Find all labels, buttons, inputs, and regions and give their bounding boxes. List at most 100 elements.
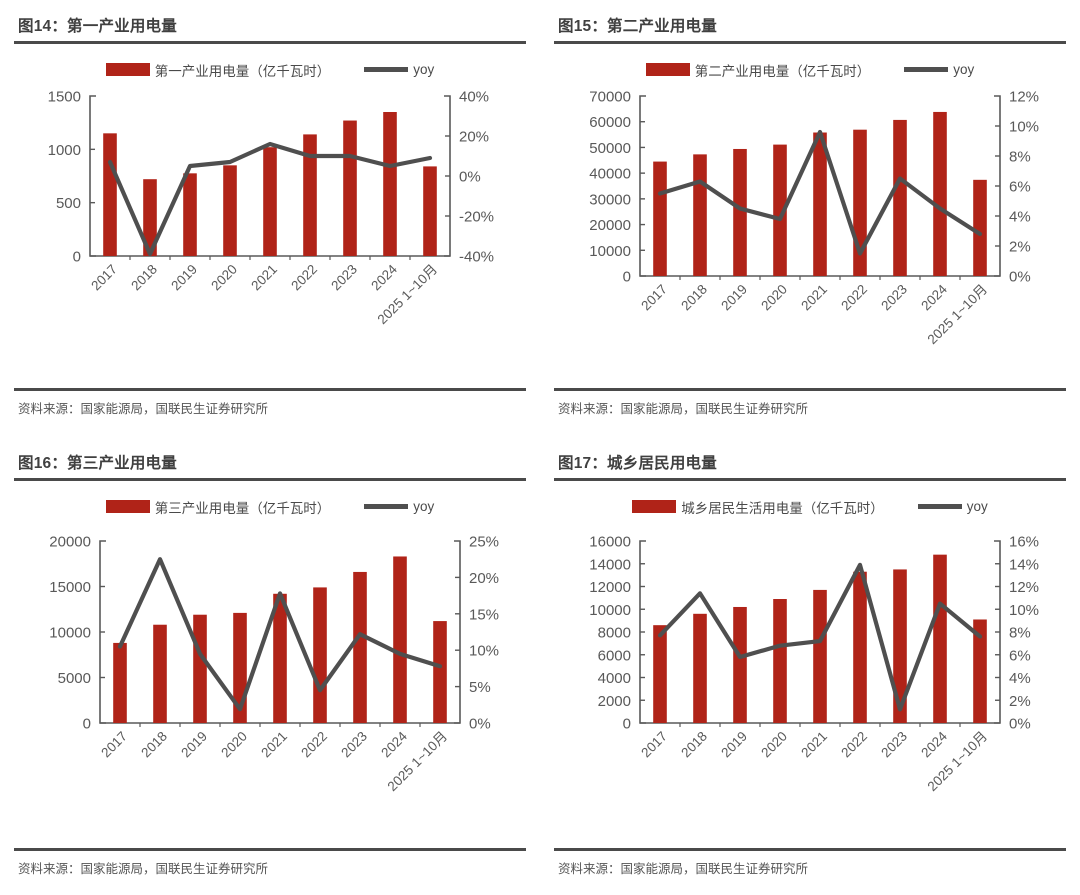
bar (853, 571, 867, 723)
chart-canvas-fig14: 0 500 1000 1500 -40% -20% 0% 20% 40% 2017 2018 2019… (48, 88, 494, 327)
x-axis-label: 2024 (368, 261, 400, 293)
line-swatch-icon (364, 504, 409, 509)
svg-text:0: 0 (73, 248, 81, 265)
bar (893, 568, 907, 723)
svg-text:14%: 14% (1009, 556, 1039, 573)
svg-text:25%: 25% (469, 533, 499, 550)
bar (813, 589, 827, 723)
yoy-line (657, 129, 983, 256)
bar (653, 624, 667, 723)
legend-label-line-fig15: yoy (953, 62, 975, 77)
x-axis-label: 2022 (298, 728, 330, 760)
line-swatch-icon (904, 67, 949, 72)
source-note-fig16: 资料来源：国家能源局，国联民生证券研究所 (18, 862, 269, 876)
x-axis-label: 2019 (718, 728, 750, 760)
page-title-fig14: 图14：第一产业用电量 (18, 18, 177, 35)
bar (693, 613, 707, 723)
svg-text:12%: 12% (1009, 579, 1039, 596)
svg-text:40000: 40000 (589, 165, 631, 182)
x-axis-label: 2018 (678, 728, 710, 760)
x-axis-label: 2021 (798, 728, 830, 760)
svg-text:10000: 10000 (589, 601, 631, 618)
x-axis-label: 2017 (88, 261, 120, 293)
bar (383, 111, 397, 256)
x-axis-label: 2020 (758, 281, 790, 313)
bar (893, 119, 907, 276)
bar-swatch-icon (645, 63, 690, 76)
svg-text:0%: 0% (469, 715, 491, 732)
x-axis-label: 2020 (758, 728, 790, 760)
bar (973, 179, 987, 276)
x-axis-label: 2018 (128, 261, 160, 293)
legend-label-line-fig14: yoy (413, 62, 435, 77)
bar (733, 606, 747, 723)
svg-text:0%: 0% (1009, 715, 1031, 732)
line-swatch-icon (917, 504, 962, 509)
bar (273, 593, 287, 723)
x-axis-label: 2023 (338, 728, 370, 760)
title-divider-fig16 (14, 478, 526, 481)
svg-text:4%: 4% (1009, 670, 1031, 687)
x-axis-label: 2023 (878, 281, 910, 313)
svg-text:10%: 10% (1009, 118, 1039, 135)
svg-text:50000: 50000 (589, 139, 631, 156)
x-axis-label: 2019 (178, 728, 210, 760)
svg-text:4000: 4000 (598, 670, 631, 687)
chart-canvas-fig15: 0 10000 20000 30000 40000 50000 60000 70000 0% 2%… (589, 88, 1039, 347)
source-divider-fig15 (554, 388, 1066, 391)
chart-legend-fig17: 城乡居民生活用电量（亿千瓦时） yoy (554, 497, 1066, 517)
chart-area-fig15: 0 10000 20000 30000 40000 50000 60000 70000 0% 2%… (554, 86, 1066, 376)
svg-text:20000: 20000 (589, 217, 631, 234)
svg-text:-20%: -20% (459, 208, 494, 225)
x-axis-label: 2022 (838, 728, 870, 760)
page-title-fig15: 图15：第二产业用电量 (558, 18, 717, 35)
svg-text:5000: 5000 (58, 670, 91, 687)
svg-text:14000: 14000 (589, 556, 631, 573)
svg-text:10%: 10% (1009, 601, 1039, 618)
chart-canvas-fig17: 0 2000 4000 6000 8000 10000 12000 14000 16000 0% 2… (589, 533, 1039, 794)
legend-item-bar-fig17: 城乡居民生活用电量（亿千瓦时） (632, 497, 884, 517)
bar (813, 132, 827, 276)
bar-swatch-icon (105, 63, 150, 76)
bar (183, 172, 197, 256)
source-note-fig15: 资料来源：国家能源局，国联民生证券研究所 (558, 402, 809, 416)
x-axis-label: 2020 (218, 728, 250, 760)
bar (193, 614, 207, 723)
svg-text:10%: 10% (469, 642, 499, 659)
svg-text:0%: 0% (459, 168, 481, 185)
svg-text:70000: 70000 (589, 88, 631, 105)
chart-area-fig14: 0 500 1000 1500 -40% -20% 0% 20% 40% 2017 2018 2019… (14, 86, 526, 376)
bar (693, 153, 707, 276)
x-axis-label: 2022 (838, 281, 870, 313)
x-axis-label: 2021 (248, 261, 280, 293)
figure-panel-fig14: 图14：第一产业用电量 第一产业用电量（亿千瓦时） yoy 0 500 1000 15… (0, 0, 540, 437)
legend-label-line-fig16: yoy (413, 499, 435, 514)
svg-text:1000: 1000 (48, 141, 81, 158)
chart-legend-fig15: 第二产业用电量（亿千瓦时） yoy (554, 60, 1066, 80)
bar (933, 111, 947, 276)
figure-panel-fig16: 图16：第三产业用电量 第三产业用电量（亿千瓦时） yoy 0 5000 10000… (0, 437, 540, 895)
legend-item-line-fig17: yoy (917, 499, 988, 514)
x-axis-label: 2018 (678, 281, 710, 313)
bar (653, 161, 667, 276)
bar (353, 571, 367, 723)
svg-text:16%: 16% (1009, 533, 1039, 550)
svg-text:15%: 15% (469, 606, 499, 623)
svg-text:10000: 10000 (49, 624, 91, 641)
x-axis-label: 2024 (918, 728, 950, 760)
legend-item-bar-fig14: 第一产业用电量（亿千瓦时） (105, 60, 330, 80)
bar-swatch-icon (632, 500, 677, 513)
x-axis-label: 2019 (168, 261, 200, 293)
svg-text:12%: 12% (1009, 88, 1039, 105)
svg-text:2%: 2% (1009, 692, 1031, 709)
legend-item-line-fig15: yoy (904, 62, 974, 77)
svg-text:6000: 6000 (598, 647, 631, 664)
bar (103, 132, 117, 256)
svg-text:40%: 40% (459, 88, 489, 105)
bar (933, 554, 947, 723)
svg-text:60000: 60000 (589, 114, 631, 131)
svg-text:2%: 2% (1009, 238, 1031, 255)
bar (153, 624, 167, 723)
svg-text:0: 0 (623, 268, 631, 285)
svg-text:10000: 10000 (589, 242, 631, 259)
